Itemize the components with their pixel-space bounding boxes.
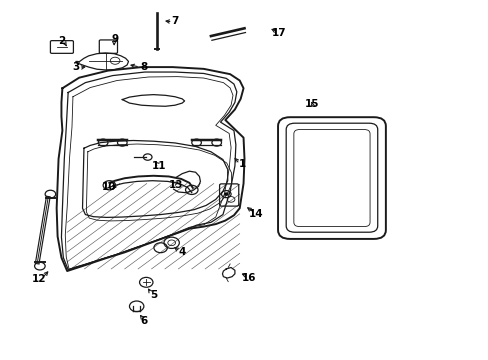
Text: 17: 17 bbox=[271, 27, 286, 37]
Text: 1: 1 bbox=[238, 159, 245, 169]
Text: 5: 5 bbox=[149, 290, 157, 300]
Text: 6: 6 bbox=[140, 316, 147, 326]
Text: 12: 12 bbox=[32, 274, 46, 284]
Text: 4: 4 bbox=[178, 247, 185, 257]
Text: 2: 2 bbox=[58, 36, 65, 46]
Text: 8: 8 bbox=[140, 62, 147, 72]
Circle shape bbox=[224, 192, 228, 196]
Text: 11: 11 bbox=[152, 161, 166, 171]
Text: 16: 16 bbox=[242, 273, 256, 283]
Text: 13: 13 bbox=[169, 180, 183, 190]
Text: 15: 15 bbox=[305, 99, 319, 109]
Text: 14: 14 bbox=[249, 208, 263, 219]
Text: 7: 7 bbox=[171, 16, 178, 26]
Text: 10: 10 bbox=[102, 182, 116, 192]
Text: 9: 9 bbox=[111, 34, 119, 44]
Text: 3: 3 bbox=[72, 62, 79, 72]
